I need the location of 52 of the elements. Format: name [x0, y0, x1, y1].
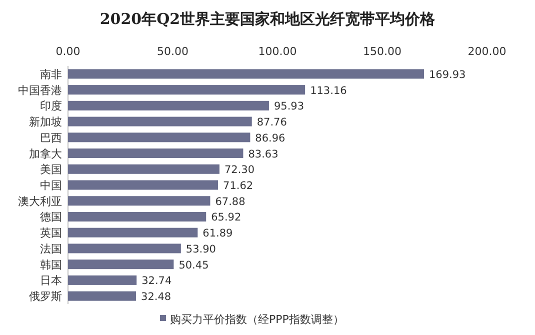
- data-label: 32.48: [141, 291, 172, 304]
- data-label: 71.62: [223, 180, 254, 192]
- bar: [68, 85, 306, 95]
- data-label: 67.88: [215, 196, 246, 208]
- x-tick-label: 150.00: [363, 45, 402, 58]
- y-tick-label: 中国: [40, 179, 62, 192]
- data-label: 61.89: [202, 228, 233, 240]
- y-tick-label: 加拿大: [29, 147, 62, 160]
- bar: [68, 291, 136, 301]
- y-tick-label: 中国香港: [18, 84, 62, 97]
- data-label: 86.96: [255, 132, 286, 144]
- bar: [68, 228, 198, 238]
- bar: [68, 116, 252, 126]
- data-label: 113.16: [310, 84, 348, 97]
- bar: [68, 100, 269, 110]
- y-tick-label: 新加坡: [29, 116, 62, 129]
- bar: [68, 212, 206, 222]
- data-label: 50.45: [178, 259, 209, 272]
- x-tick-label: 50.00: [157, 45, 188, 58]
- x-tick-label: 0.00: [56, 45, 80, 58]
- bar: [68, 244, 181, 254]
- y-tick-label: 英国: [40, 226, 62, 240]
- bar: [68, 69, 424, 79]
- data-label: 169.93: [429, 68, 466, 81]
- data-label: 53.90: [186, 243, 216, 256]
- data-label: 87.76: [256, 116, 288, 129]
- y-tick-label: 美国: [40, 163, 62, 176]
- y-tick-label: 日本: [40, 274, 62, 288]
- bar: [68, 148, 244, 158]
- y-tick-label: 德国: [40, 210, 62, 224]
- x-tick-label: 100.00: [258, 45, 297, 58]
- bar: [68, 180, 218, 190]
- chart-title: 2020年Q2世界主要国家和地区光纤宽带平均价格: [100, 10, 436, 28]
- x-tick-label: 200.00: [468, 45, 506, 58]
- y-tick-label: 南非: [40, 68, 62, 81]
- y-tick-label: 俄罗斯: [29, 290, 62, 304]
- bar: [68, 132, 250, 142]
- bar: [68, 164, 220, 174]
- bar: [68, 196, 210, 206]
- data-label: 32.74: [142, 275, 172, 288]
- y-tick-label: 澳大利亚: [18, 194, 62, 208]
- y-tick-label: 法国: [40, 242, 62, 256]
- y-tick-label: 韩国: [40, 258, 62, 272]
- y-tick-label: 巴西: [40, 131, 62, 144]
- data-label: 65.92: [211, 212, 242, 224]
- legend-label: 购买力平价指数（经PPP指数调整）: [170, 313, 344, 326]
- y-tick-label: 印度: [40, 100, 62, 113]
- data-label: 72.30: [224, 164, 255, 176]
- data-label: 95.93: [274, 100, 304, 113]
- data-label: 83.63: [248, 148, 278, 160]
- bar: [68, 275, 137, 285]
- bar: [68, 260, 174, 270]
